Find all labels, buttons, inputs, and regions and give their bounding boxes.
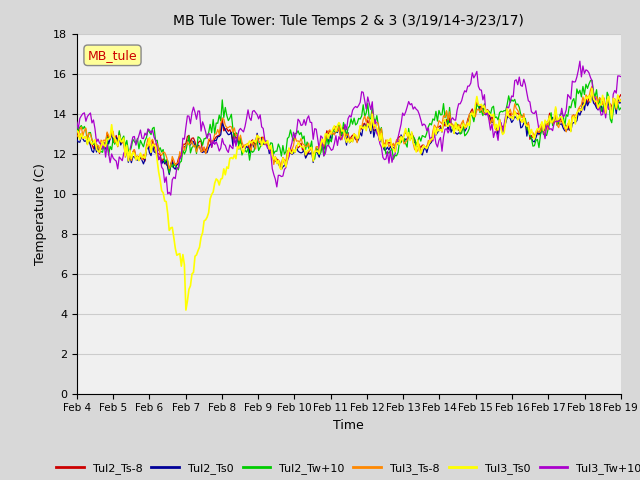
Title: MB Tule Tower: Tule Temps 2 & 3 (3/19/14-3/23/17): MB Tule Tower: Tule Temps 2 & 3 (3/19/14… (173, 14, 524, 28)
X-axis label: Time: Time (333, 419, 364, 432)
Text: MB_tule: MB_tule (88, 49, 138, 62)
Y-axis label: Temperature (C): Temperature (C) (35, 163, 47, 264)
Legend: Tul2_Ts-8, Tul2_Ts0, Tul2_Tw+10, Tul3_Ts-8, Tul3_Ts0, Tul3_Tw+10: Tul2_Ts-8, Tul2_Ts0, Tul2_Tw+10, Tul3_Ts… (52, 458, 640, 478)
